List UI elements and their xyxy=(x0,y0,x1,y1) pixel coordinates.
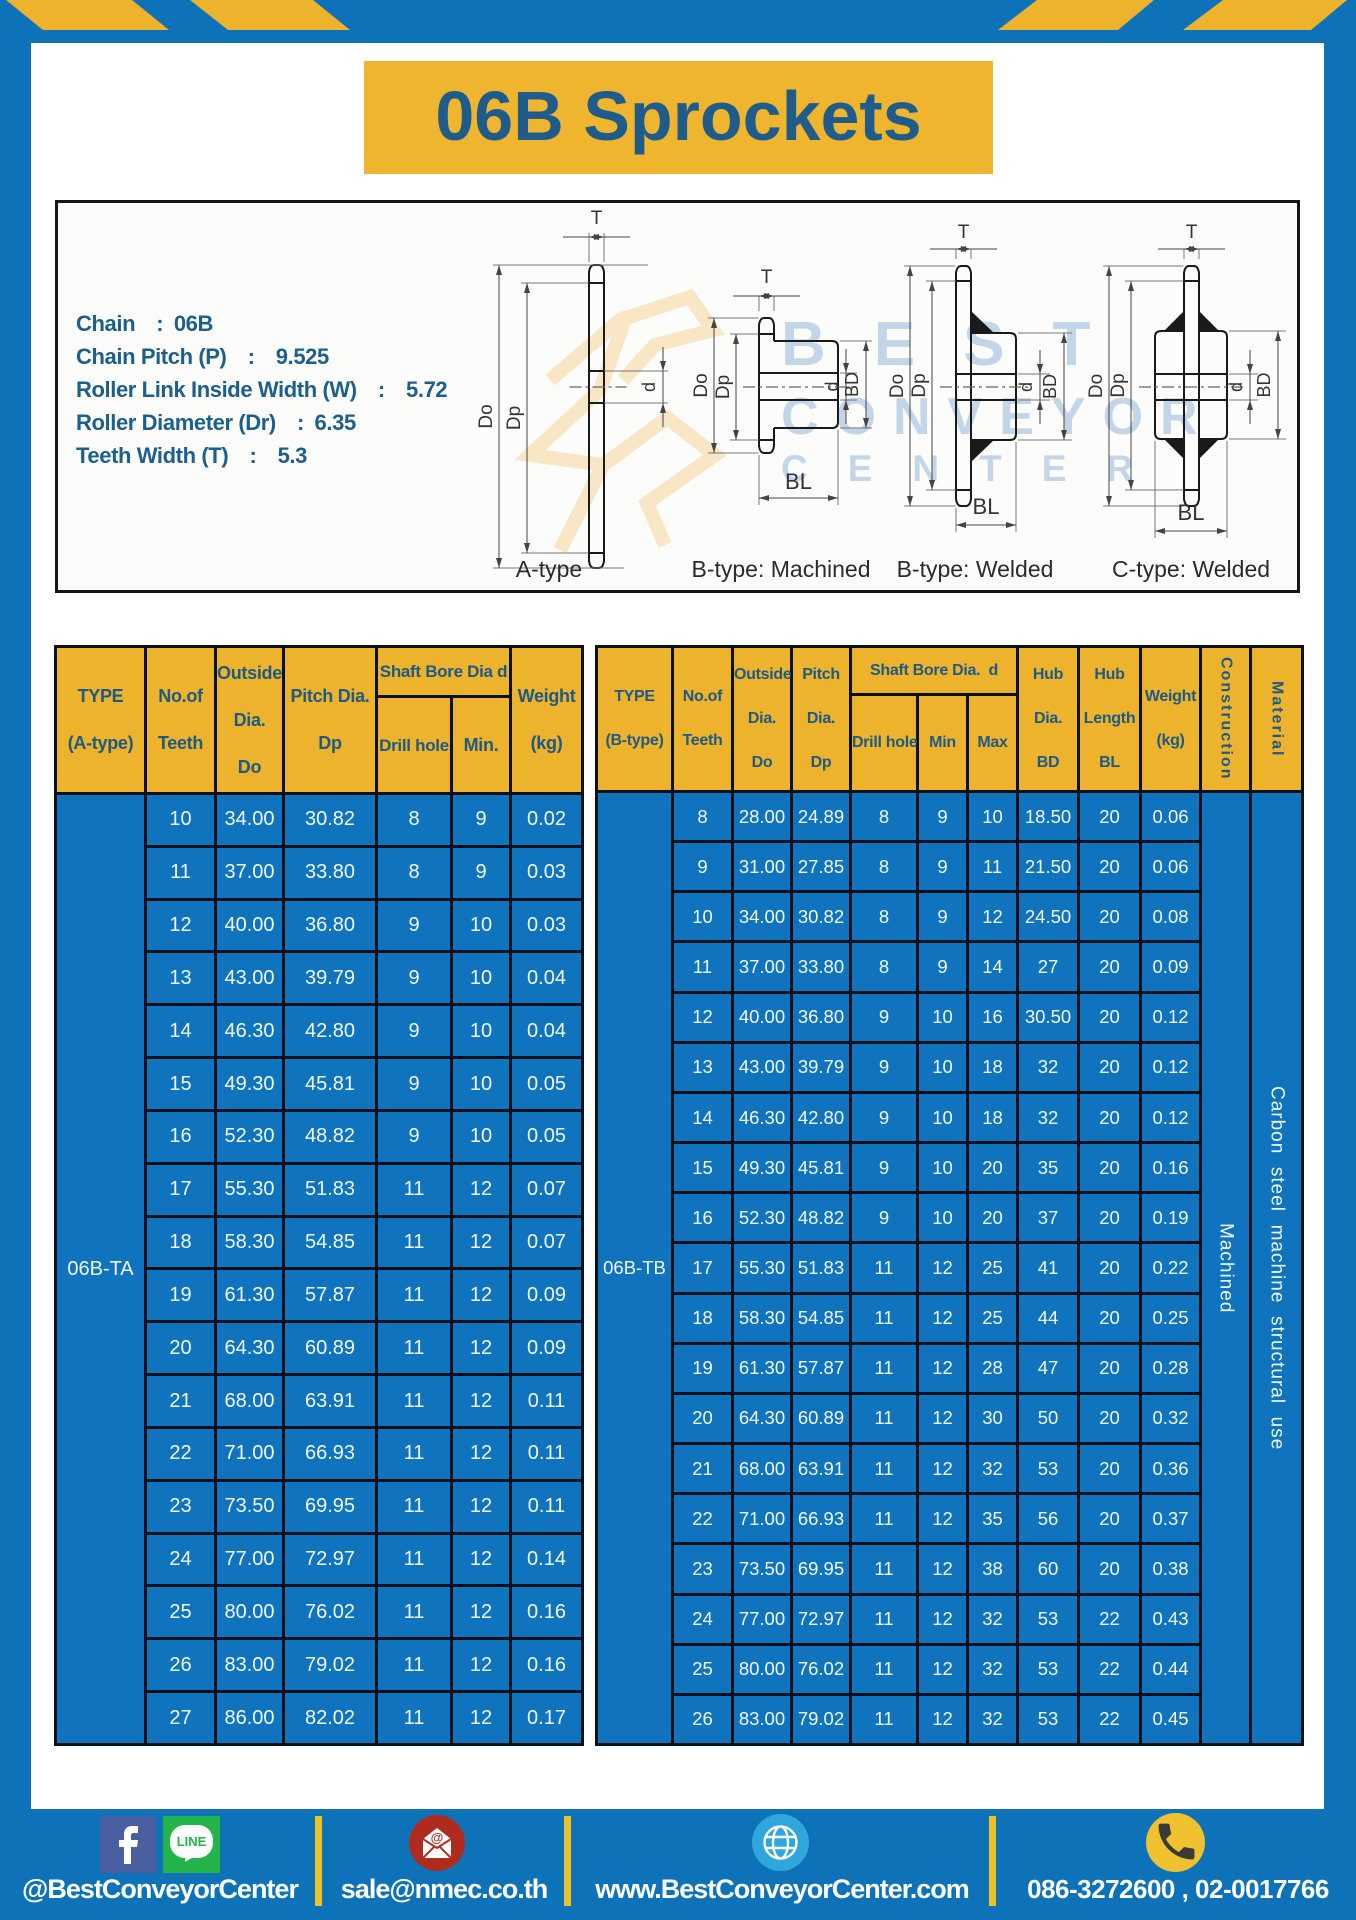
svg-text:BL: BL xyxy=(785,469,812,494)
svg-text:LINE: LINE xyxy=(177,1834,207,1849)
svg-text:B-type: Welded: B-type: Welded xyxy=(897,556,1054,582)
svg-text:T: T xyxy=(591,208,603,229)
svg-text:BL: BL xyxy=(1178,500,1205,525)
svg-text:BD: BD xyxy=(842,372,862,397)
svg-text:d: d xyxy=(822,381,842,391)
svg-text:C-type: Welded: C-type: Welded xyxy=(1112,556,1270,582)
svg-text:d: d xyxy=(1226,382,1246,392)
svg-text:@: @ xyxy=(431,1830,444,1845)
svg-text:BD: BD xyxy=(1254,372,1274,397)
svg-text:Dp: Dp xyxy=(504,406,525,430)
svg-text:Do: Do xyxy=(476,404,497,428)
svg-text:Do: Do xyxy=(691,373,712,397)
svg-text:Dp: Dp xyxy=(713,375,734,399)
svg-text:Dp: Dp xyxy=(909,373,930,397)
svg-text:d: d xyxy=(639,382,659,392)
svg-text:B-type: Machined: B-type: Machined xyxy=(692,556,871,582)
svg-text:T: T xyxy=(1186,222,1198,243)
svg-text:T: T xyxy=(958,222,970,243)
svg-text:A-type: A-type xyxy=(516,556,582,582)
svg-text:T: T xyxy=(761,267,773,288)
svg-text:Do: Do xyxy=(1086,374,1107,398)
svg-text:d: d xyxy=(1016,382,1036,392)
svg-text:BD: BD xyxy=(1040,374,1060,399)
svg-text:Do: Do xyxy=(887,374,908,398)
svg-text:Dp: Dp xyxy=(1108,373,1129,397)
svg-text:BL: BL xyxy=(973,494,1000,519)
